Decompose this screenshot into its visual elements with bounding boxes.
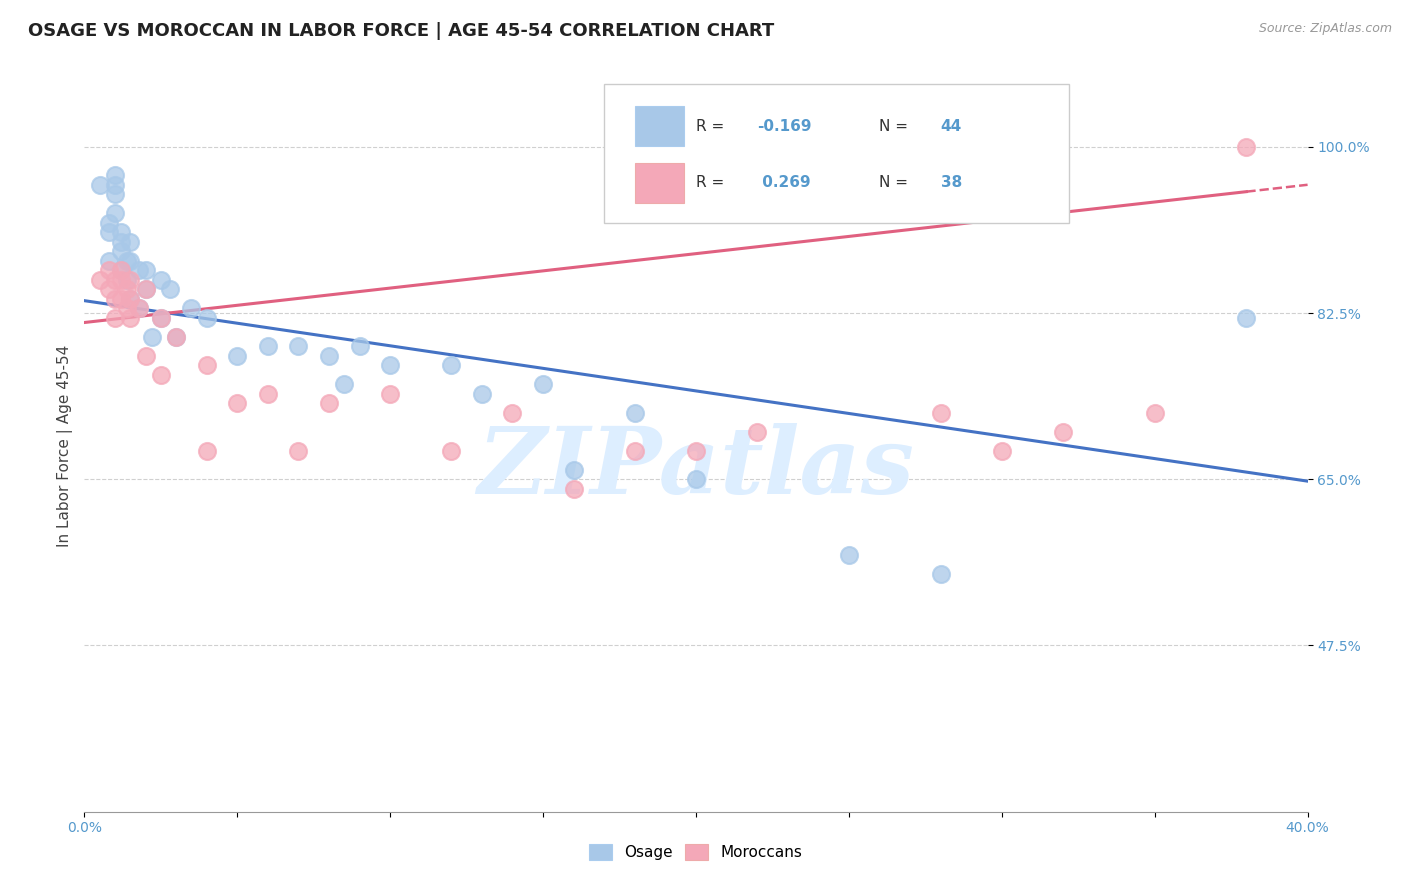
Point <box>333 377 356 392</box>
Point <box>257 339 280 353</box>
Point <box>104 187 127 202</box>
Text: OSAGE VS MOROCCAN IN LABOR FORCE | AGE 45-54 CORRELATION CHART: OSAGE VS MOROCCAN IN LABOR FORCE | AGE 4… <box>28 22 775 40</box>
Point <box>747 425 769 439</box>
Point <box>349 339 371 353</box>
Point <box>97 263 120 277</box>
Point <box>104 310 127 325</box>
Point <box>135 282 157 296</box>
Point <box>141 330 163 344</box>
Point <box>165 330 187 344</box>
FancyBboxPatch shape <box>636 162 683 202</box>
Point <box>685 472 707 486</box>
Point <box>195 310 218 325</box>
Point <box>380 358 402 372</box>
Point <box>97 282 120 296</box>
Text: N =: N = <box>880 175 914 190</box>
Point <box>257 386 280 401</box>
Point <box>440 443 463 458</box>
Point <box>287 339 309 353</box>
Point <box>120 292 142 306</box>
Text: 44: 44 <box>941 119 962 134</box>
Point <box>110 235 132 249</box>
FancyBboxPatch shape <box>605 84 1069 223</box>
Point <box>128 301 150 316</box>
Point <box>502 406 524 420</box>
Point <box>380 386 402 401</box>
Point <box>110 292 132 306</box>
Point <box>991 443 1014 458</box>
Point <box>318 349 340 363</box>
Point <box>115 273 138 287</box>
Point <box>110 273 132 287</box>
Point <box>128 301 150 316</box>
Point <box>135 263 157 277</box>
Point <box>120 273 142 287</box>
Point <box>110 263 132 277</box>
Point <box>440 358 463 372</box>
Point <box>135 349 157 363</box>
Point <box>149 368 172 382</box>
Point <box>104 178 127 192</box>
Point <box>97 225 120 239</box>
Point <box>97 253 120 268</box>
Point <box>624 406 647 420</box>
Point <box>104 168 127 182</box>
Point <box>624 443 647 458</box>
Point <box>115 253 138 268</box>
Point <box>110 263 132 277</box>
FancyBboxPatch shape <box>636 106 683 146</box>
Point <box>562 482 585 496</box>
Point <box>159 282 181 296</box>
Point <box>149 310 172 325</box>
Point <box>149 273 172 287</box>
Point <box>195 443 218 458</box>
Point <box>838 548 860 562</box>
Point <box>531 377 554 392</box>
Text: -0.169: -0.169 <box>758 119 811 134</box>
Point <box>318 396 340 410</box>
Point <box>110 244 132 259</box>
Point <box>929 567 952 582</box>
Point <box>120 292 142 306</box>
Point <box>97 216 120 230</box>
Point <box>562 463 585 477</box>
Text: R =: R = <box>696 119 730 134</box>
Point <box>1052 425 1074 439</box>
Y-axis label: In Labor Force | Age 45-54: In Labor Force | Age 45-54 <box>58 345 73 547</box>
Text: Source: ZipAtlas.com: Source: ZipAtlas.com <box>1258 22 1392 36</box>
Legend: Osage, Moroccans: Osage, Moroccans <box>583 838 808 866</box>
Text: R =: R = <box>696 175 730 190</box>
Point <box>128 263 150 277</box>
Point <box>165 330 187 344</box>
Point <box>226 396 249 410</box>
Text: 38: 38 <box>941 175 962 190</box>
Point <box>1236 140 1258 154</box>
Point <box>180 301 202 316</box>
Point <box>287 443 309 458</box>
Point <box>120 310 142 325</box>
Point <box>149 310 172 325</box>
Point <box>195 358 218 372</box>
Point <box>104 292 127 306</box>
Point <box>226 349 249 363</box>
Point <box>115 282 138 296</box>
Point <box>89 178 111 192</box>
Point <box>929 406 952 420</box>
Point <box>115 301 138 316</box>
Text: 0.269: 0.269 <box>758 175 811 190</box>
Point <box>120 253 142 268</box>
Point <box>685 443 707 458</box>
Point <box>1143 406 1166 420</box>
Point <box>120 235 142 249</box>
Point <box>471 386 494 401</box>
Text: N =: N = <box>880 119 914 134</box>
Point <box>135 282 157 296</box>
Point <box>1236 310 1258 325</box>
Point <box>110 225 132 239</box>
Text: ZIPatlas: ZIPatlas <box>478 423 914 513</box>
Point <box>89 273 111 287</box>
Point <box>104 206 127 220</box>
Point <box>104 273 127 287</box>
